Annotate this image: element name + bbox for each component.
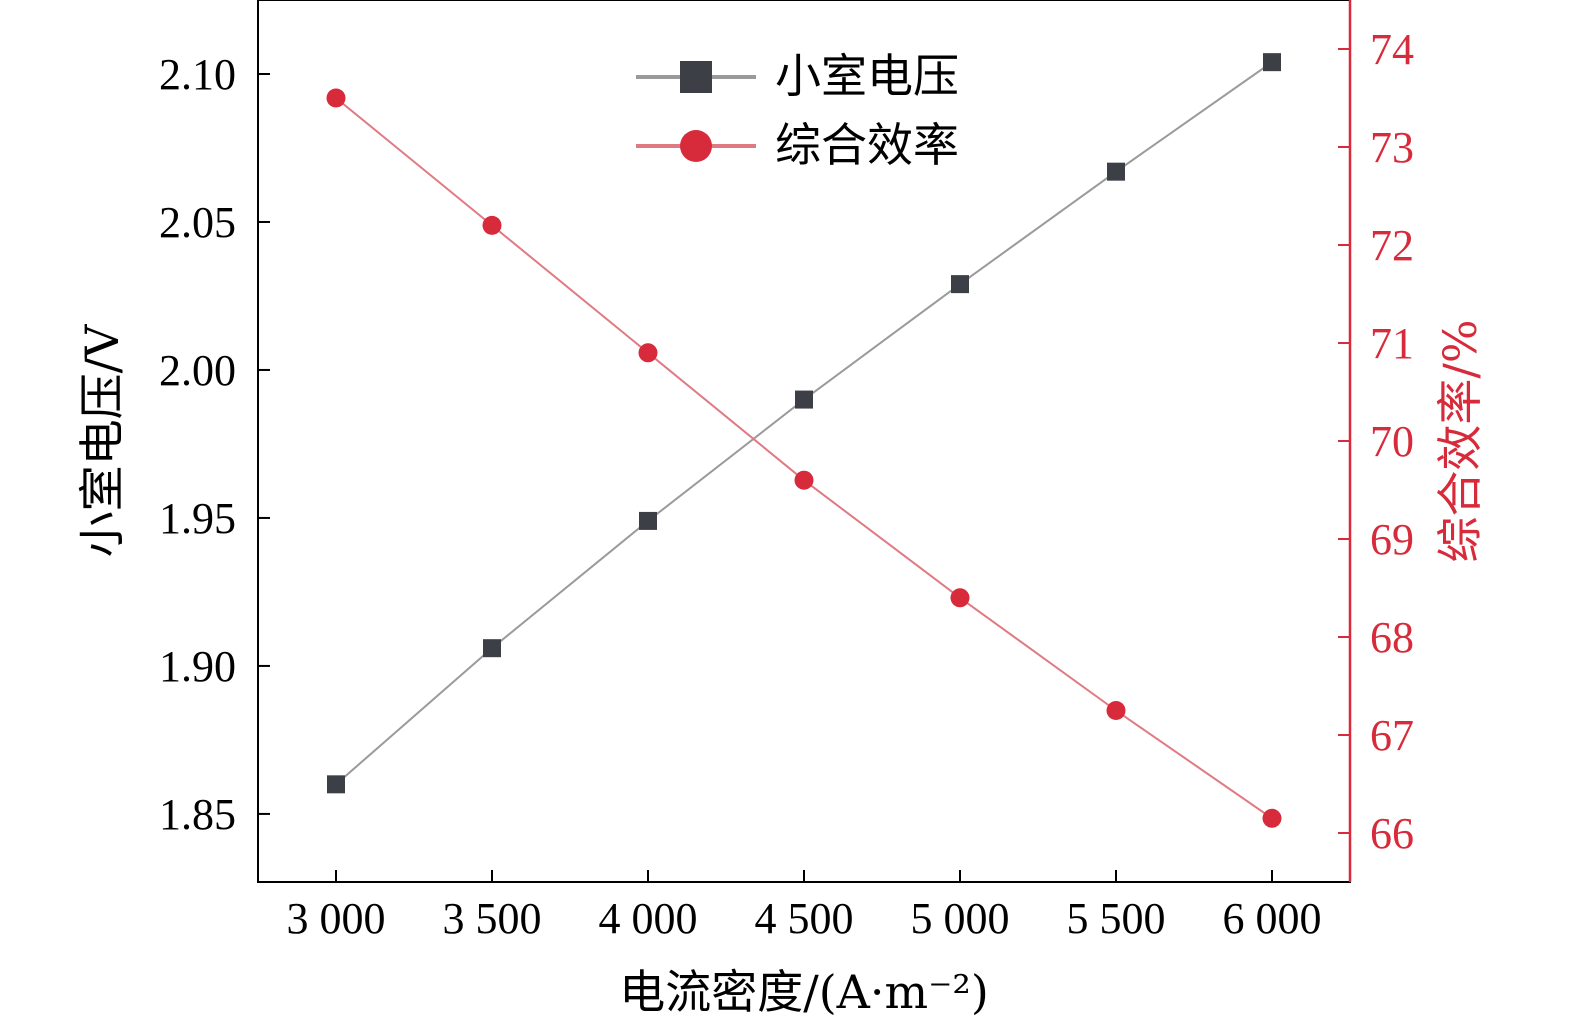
x-tick-label: 6 000	[1223, 894, 1322, 943]
data-point-efficiency	[950, 588, 970, 608]
right-tick-label: 68	[1370, 613, 1414, 662]
left-tick-label: 2.10	[159, 50, 236, 99]
x-axis-title: 电流密度/(A·m⁻²)	[619, 965, 989, 1019]
right-tick-label: 69	[1370, 515, 1414, 564]
left-axis-title: 小室电压/V	[75, 324, 129, 557]
data-point-efficiency	[1262, 808, 1282, 828]
right-tick-label: 72	[1370, 221, 1414, 270]
legend-marker-efficiency	[680, 130, 712, 162]
legend-label-efficiency: 综合效率	[775, 118, 959, 172]
data-point-efficiency	[794, 470, 814, 490]
x-tick-label: 4 000	[599, 894, 698, 943]
x-tick-label: 4 500	[755, 894, 854, 943]
data-point-voltage	[951, 275, 969, 294]
right-tick-label: 66	[1370, 809, 1414, 858]
legend: 小室电压 综合效率	[636, 49, 959, 172]
left-tick-label: 1.85	[159, 790, 236, 839]
legend-marker-voltage	[680, 61, 712, 93]
data-point-voltage	[639, 511, 657, 530]
right-tick-label: 70	[1370, 417, 1414, 466]
right-axis-ticks: 66 67 68 69 70 71 72 73 74	[1338, 25, 1414, 858]
series-line-1	[335, 97, 1273, 820]
series-layer	[326, 53, 1282, 828]
x-axis-ticks: 3 000 3 500 4 000 4 500 5 000 5 500 6 000	[287, 870, 1322, 943]
left-tick-label: 2.00	[159, 346, 236, 395]
left-tick-label: 1.90	[159, 642, 236, 691]
right-tick-label: 74	[1370, 25, 1414, 74]
x-tick-label: 5 000	[911, 894, 1010, 943]
right-tick-label: 71	[1370, 319, 1414, 368]
data-point-efficiency	[326, 88, 346, 108]
x-tick-label: 5 500	[1067, 894, 1166, 943]
data-point-voltage	[327, 775, 345, 794]
data-point-efficiency	[482, 215, 502, 235]
left-tick-label: 1.95	[159, 494, 236, 543]
data-point-efficiency	[638, 343, 658, 363]
data-point-voltage	[1263, 53, 1281, 72]
data-point-voltage	[1107, 162, 1125, 181]
right-tick-label: 67	[1370, 711, 1414, 760]
x-tick-label: 3 500	[443, 894, 542, 943]
data-point-voltage	[795, 390, 813, 409]
x-tick-label: 3 000	[287, 894, 386, 943]
right-tick-label: 73	[1370, 123, 1414, 172]
left-axis-ticks: 1.85 1.90 1.95 2.00 2.05 2.10	[159, 50, 270, 839]
legend-label-voltage: 小室电压	[775, 49, 959, 103]
data-point-efficiency	[1106, 701, 1126, 720]
data-point-voltage	[483, 639, 501, 658]
left-tick-label: 2.05	[159, 198, 236, 247]
right-axis-title: 综合效率/%	[1433, 319, 1487, 562]
